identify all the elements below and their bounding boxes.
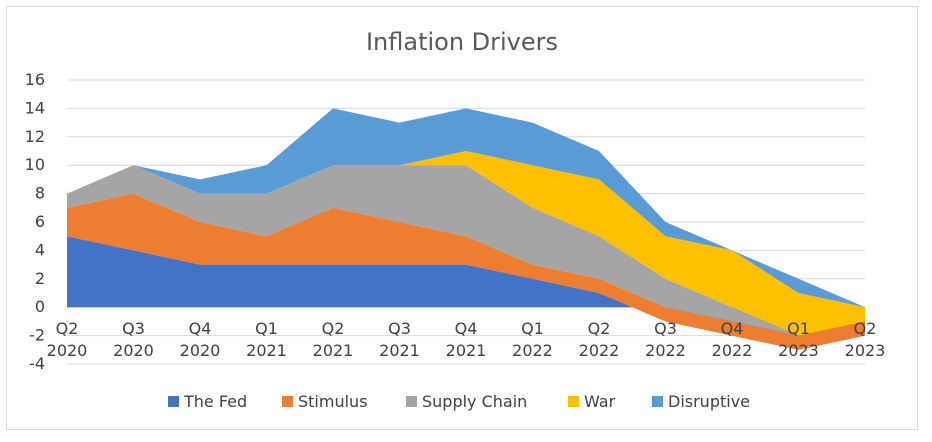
x-tick-label: Q3 xyxy=(388,319,411,338)
x-tick-label: Q1 xyxy=(787,319,810,338)
x-tick-label: 2021 xyxy=(379,341,420,360)
chart-title: Inflation Drivers xyxy=(366,28,558,56)
area-war xyxy=(67,151,865,336)
area-supply-chain xyxy=(67,165,865,336)
x-tick-label: 2022 xyxy=(712,341,753,360)
legend-label-war: War xyxy=(584,392,616,411)
area-disruptive xyxy=(67,108,865,308)
legend-swatch-war xyxy=(568,396,579,407)
x-tick-label: 2022 xyxy=(579,341,620,360)
x-tick-label: Q1 xyxy=(255,319,278,338)
x-tick-label: 2022 xyxy=(645,341,686,360)
x-tick-label: 2023 xyxy=(778,341,819,360)
legend-label-the-fed: The Fed xyxy=(183,392,247,411)
y-tick-label: 2 xyxy=(35,269,45,288)
x-tick-label: 2020 xyxy=(180,341,221,360)
x-tick-label: 2020 xyxy=(113,341,154,360)
x-tick-label: Q4 xyxy=(721,319,744,338)
stacked-areas xyxy=(67,108,865,350)
x-tick-label: Q2 xyxy=(588,319,611,338)
area-stimulus xyxy=(67,193,865,350)
legend-swatch-disruptive xyxy=(652,396,663,407)
y-tick-label: 10 xyxy=(25,155,45,174)
legend-label-stimulus: Stimulus xyxy=(298,392,368,411)
legend: The Fed Stimulus Supply Chain War Disruptive xyxy=(168,392,750,411)
y-tick-label: 16 xyxy=(25,70,45,89)
y-tick-label: 8 xyxy=(35,184,45,203)
y-tick-label: 12 xyxy=(25,127,45,146)
x-tick-label: Q2 xyxy=(322,319,345,338)
x-tick-label: 2021 xyxy=(313,341,354,360)
y-tick-label: 14 xyxy=(25,98,45,117)
y-tick-label: -4 xyxy=(29,354,45,373)
x-tick-label: Q4 xyxy=(455,319,478,338)
y-tick-label: 6 xyxy=(35,212,45,231)
y-tick-label: 4 xyxy=(35,240,45,259)
x-tick-label: Q4 xyxy=(189,319,212,338)
y-axis-ticks: 16 14 12 10 8 6 4 2 0 -2 -4 xyxy=(25,70,45,373)
legend-swatch-stimulus xyxy=(282,396,293,407)
x-tick-label: 2021 xyxy=(446,341,487,360)
x-tick-label: Q2 xyxy=(56,319,79,338)
x-tick-label: 2022 xyxy=(512,341,553,360)
y-tick-label: -2 xyxy=(29,326,45,345)
x-tick-label: 2020 xyxy=(47,341,88,360)
x-tick-label: 2021 xyxy=(246,341,287,360)
x-tick-label: Q1 xyxy=(521,319,544,338)
legend-label-disruptive: Disruptive xyxy=(668,392,750,411)
x-tick-label: Q3 xyxy=(122,319,145,338)
x-tick-label: Q3 xyxy=(654,319,677,338)
x-tick-label: 2023 xyxy=(845,341,886,360)
legend-label-supply-chain: Supply Chain xyxy=(422,392,527,411)
x-tick-label: Q2 xyxy=(854,319,877,338)
x-axis-ticks: Q2 2020 Q3 2020 Q4 2020 Q1 2021 Q2 2021 Q3 2021 Q4 20… xyxy=(47,319,886,360)
legend-swatch-supply-chain xyxy=(406,396,417,407)
legend-swatch-the-fed xyxy=(168,396,179,407)
y-tick-label: 0 xyxy=(35,297,45,316)
